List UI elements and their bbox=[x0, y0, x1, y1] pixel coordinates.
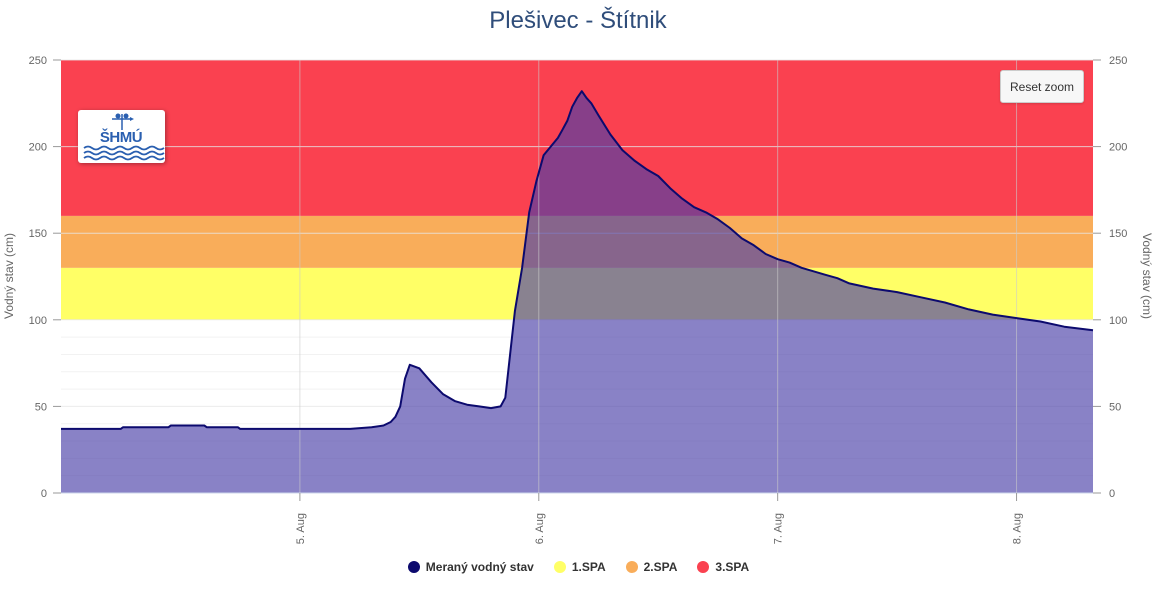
y-tick-label-right: 50 bbox=[1109, 401, 1121, 413]
y-tick-label-left: 50 bbox=[35, 401, 47, 413]
x-tick-label: 8. Aug bbox=[1012, 513, 1024, 544]
legend-marker-icon bbox=[553, 561, 566, 573]
legend-item-spa3[interactable]: 3.SPA bbox=[697, 560, 749, 574]
svg-text:ŠHMÚ: ŠHMÚ bbox=[100, 128, 142, 146]
x-tick-label: 6. Aug bbox=[534, 513, 546, 544]
y-tick-label-right: 200 bbox=[1109, 142, 1127, 154]
y-tick-label-left: 0 bbox=[41, 488, 47, 500]
legend-item-spa1[interactable]: 1.SPA bbox=[553, 560, 606, 574]
legend-item-spa2[interactable]: 2.SPA bbox=[625, 560, 678, 574]
shmu-logo: ŠHMÚ bbox=[78, 110, 165, 163]
y-axis-label-left: Vodný stav (cm) bbox=[2, 233, 16, 319]
series-layer bbox=[61, 60, 1094, 493]
y-tick-label-right: 100 bbox=[1109, 315, 1127, 327]
x-tick-label: 7. Aug bbox=[773, 513, 785, 544]
legend-label: 1.SPA bbox=[571, 560, 606, 574]
legend-item-measured[interactable]: Meraný vodný stav bbox=[407, 560, 534, 574]
legend: Meraný vodný stav 1.SPA 2.SPA 3.SPA bbox=[0, 560, 1157, 574]
legend-label: 2.SPA bbox=[643, 560, 678, 574]
legend-marker-icon bbox=[407, 561, 420, 573]
legend-marker-icon bbox=[697, 561, 710, 573]
y-tick-label-right: 150 bbox=[1109, 228, 1127, 240]
reset-zoom-button[interactable]: Reset zoom bbox=[1000, 70, 1084, 103]
y-tick-label-right: 0 bbox=[1109, 488, 1115, 500]
series-area bbox=[61, 91, 1093, 493]
chart-title: Plešivec - Štítnik bbox=[489, 6, 667, 34]
legend-label: 3.SPA bbox=[715, 560, 750, 574]
y-tick-label-left: 100 bbox=[29, 315, 47, 327]
y-axis-label-right: Vodný stav (cm) bbox=[1140, 233, 1154, 319]
y-tick-label-left: 250 bbox=[29, 55, 47, 67]
y-tick-label-left: 200 bbox=[29, 142, 47, 154]
axes: 0 0 50 50 100 100 150 150 200 200 250 250 5. Aug 6. A… bbox=[29, 55, 1128, 544]
legend-marker-icon bbox=[625, 561, 638, 573]
legend-label: Meraný vodný stav bbox=[425, 560, 534, 574]
series-line bbox=[61, 90, 1094, 430]
y-tick-label-left: 150 bbox=[29, 228, 47, 240]
y-tick-label-right: 250 bbox=[1109, 55, 1127, 67]
x-tick-label: 5. Aug bbox=[295, 513, 307, 544]
